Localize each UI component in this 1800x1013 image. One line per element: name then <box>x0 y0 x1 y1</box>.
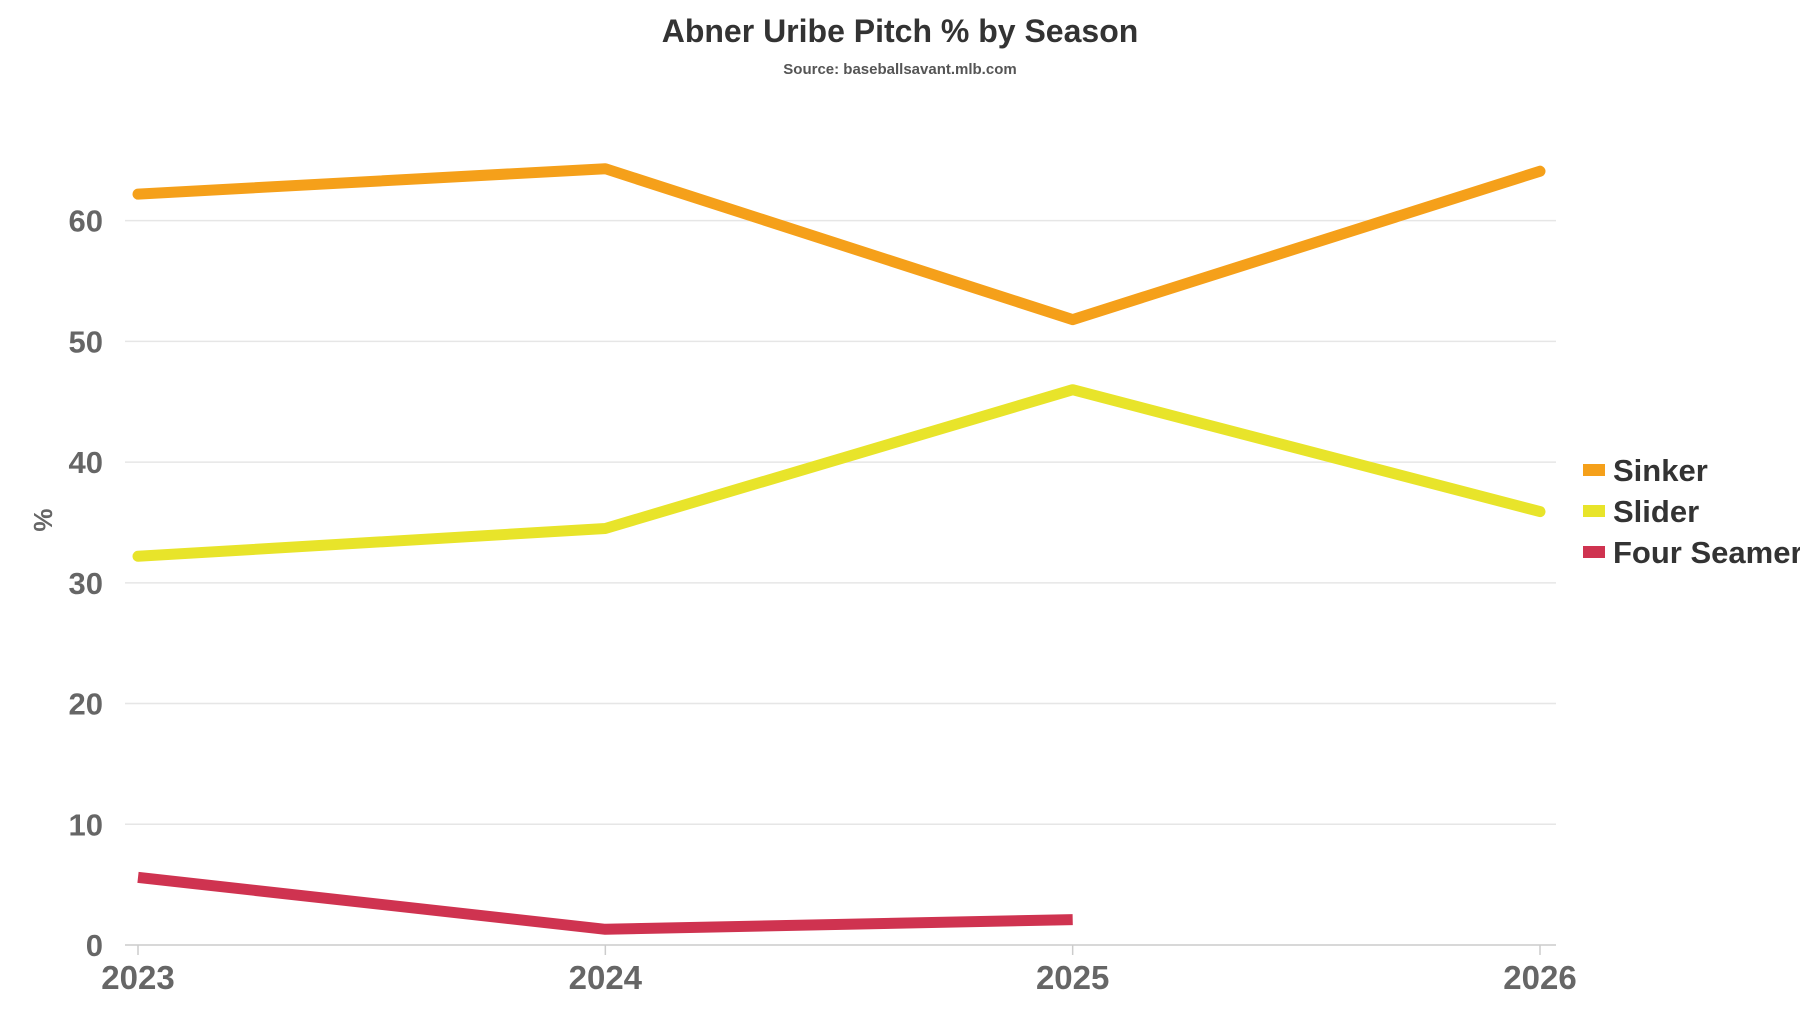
legend-label: Slider <box>1613 494 1699 529</box>
y-tick-label: 60 <box>69 204 103 239</box>
y-tick-label: 50 <box>69 324 103 359</box>
legend-label: Sinker <box>1613 453 1708 488</box>
chart-subtitle: Source: baseballsavant.mlb.com <box>783 61 1016 78</box>
x-tick-label: 2025 <box>1036 959 1109 996</box>
legend-label: Four Seamer <box>1613 535 1800 570</box>
x-tick-label: 2024 <box>569 959 643 996</box>
chart-title: Abner Uribe Pitch % by Season <box>662 13 1139 49</box>
legend: Sinker Slider Four Seamer <box>1583 453 1800 570</box>
series-line-slider <box>132 384 1546 562</box>
series-line-sinker <box>132 163 1546 326</box>
y-tick-label: 10 <box>69 807 103 842</box>
x-tick-label: 2023 <box>101 959 174 996</box>
y-axis-label: % <box>28 508 58 531</box>
x-tick-label: 2026 <box>1503 959 1576 996</box>
y-axis-ticks: 0 10 20 30 40 50 60 <box>69 204 103 963</box>
x-axis-ticks: 2023 2024 2025 2026 <box>101 945 1577 996</box>
legend-swatch <box>1583 546 1605 558</box>
gridlines <box>125 219 1556 946</box>
y-tick-label: 30 <box>69 566 103 601</box>
legend-item[interactable]: Slider <box>1583 494 1699 529</box>
series-lines <box>132 163 1546 935</box>
y-tick-label: 40 <box>69 445 103 480</box>
series-line-four-seamer <box>137 871 1073 935</box>
legend-swatch <box>1583 505 1605 517</box>
y-tick-label: 20 <box>69 687 103 722</box>
legend-item[interactable]: Sinker <box>1583 453 1708 488</box>
legend-swatch <box>1583 464 1605 476</box>
y-tick-label: 0 <box>86 928 103 963</box>
legend-item[interactable]: Four Seamer <box>1583 535 1800 570</box>
